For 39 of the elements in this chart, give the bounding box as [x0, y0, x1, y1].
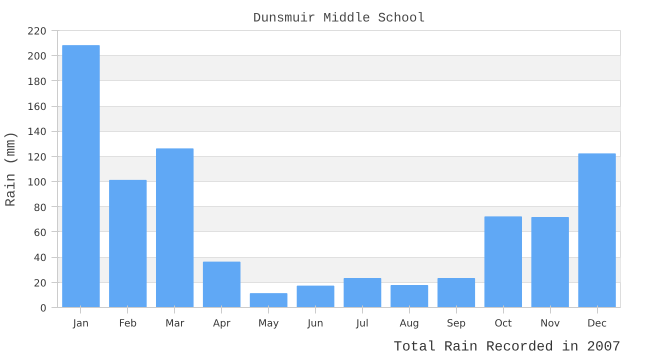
bar — [344, 278, 382, 308]
y-tick-label: 100 — [27, 178, 47, 189]
chart-title: Dunsmuir Middle School — [253, 10, 426, 26]
bar — [156, 148, 194, 308]
x-tick-label: May — [258, 318, 280, 330]
x-tick-label: Nov — [540, 318, 560, 330]
bar — [390, 284, 428, 308]
bar — [437, 278, 476, 308]
y-tick-label: 180 — [27, 76, 47, 88]
x-tick-label: Mar — [165, 318, 186, 330]
bar — [250, 293, 288, 308]
y-tick-label: 0 — [40, 304, 47, 314]
y-tick-label: 120 — [27, 152, 47, 164]
y-tick-label: 40 — [34, 253, 47, 264]
x-tick-label: Aug — [400, 318, 420, 330]
bar — [109, 180, 147, 308]
y-tick-label: 200 — [27, 52, 47, 63]
y-tick-label: 80 — [34, 202, 47, 214]
x-tick-label: Jun — [306, 318, 324, 330]
bar — [531, 216, 569, 308]
x-axis-title: Total Rain Recorded in 2007 — [394, 340, 621, 356]
x-tick-label: Apr — [213, 318, 232, 330]
y-tick-label: 160 — [27, 102, 47, 114]
bar — [202, 262, 241, 308]
bar — [62, 45, 100, 308]
y-tick-label: 140 — [27, 127, 47, 138]
x-tick-label: Jul — [355, 318, 369, 330]
x-tick-label: Jan — [72, 318, 89, 330]
y-tick-label: 220 — [27, 26, 47, 38]
y-tick-label: 20 — [34, 278, 47, 290]
x-tick-label: Oct — [494, 318, 512, 330]
x-tick-label: Dec — [587, 318, 607, 330]
y-axis-title: Rain (mm) — [3, 131, 20, 207]
x-tick-label: Feb — [119, 318, 137, 330]
y-tick-label: 60 — [34, 228, 47, 239]
bar — [296, 286, 334, 308]
bar — [578, 153, 616, 308]
x-tick-label: Sep — [446, 318, 466, 330]
bar — [484, 216, 522, 308]
